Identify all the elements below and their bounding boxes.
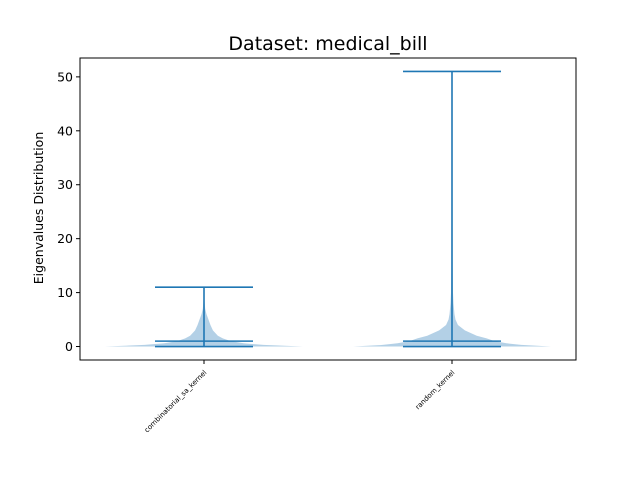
y-tick-label: 40 bbox=[57, 123, 73, 138]
plot-frame bbox=[79, 57, 577, 361]
plot-area bbox=[105, 70, 551, 348]
y-tick-label: 30 bbox=[57, 177, 73, 192]
x-tick-label: combinatorial_sa_kernel bbox=[143, 369, 209, 435]
y-axis-label: Eigenvalues Distribution bbox=[31, 132, 46, 284]
y-tick-label: 20 bbox=[57, 231, 73, 246]
x-tick-label: random_kernel bbox=[414, 369, 457, 412]
y-tick-label: 50 bbox=[57, 69, 73, 84]
y-axis: 0 10 20 30 40 50 bbox=[57, 69, 80, 354]
y-tick-label: 10 bbox=[57, 285, 73, 300]
x-axis: combinatorial_sa_kernel random_kernel bbox=[143, 360, 457, 435]
chart-title: Dataset: medical_bill bbox=[228, 33, 427, 55]
y-tick-label: 0 bbox=[65, 339, 73, 354]
